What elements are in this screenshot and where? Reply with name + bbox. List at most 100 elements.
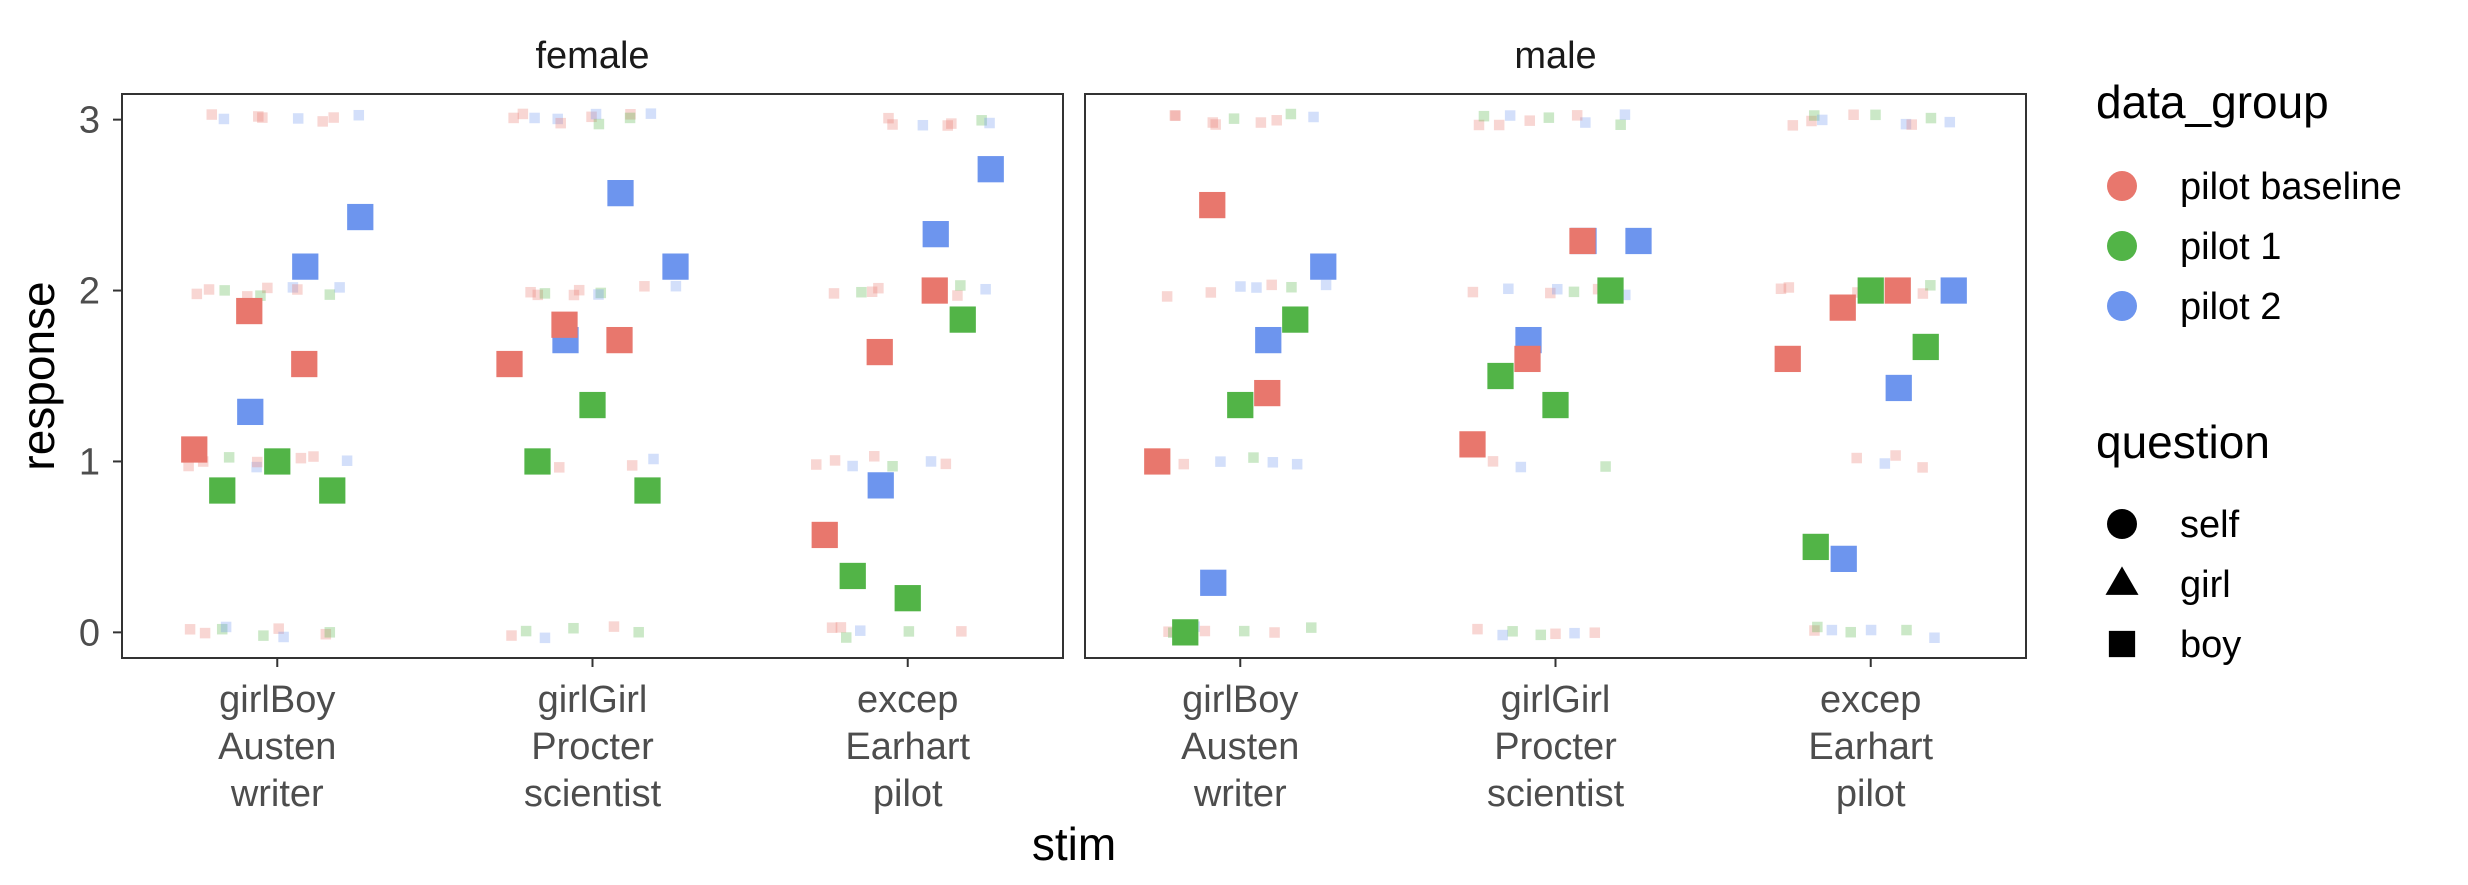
x-tick-label: excep Earhart pilot xyxy=(1808,679,1933,815)
raw-point xyxy=(633,626,644,638)
x-tick-label-line: Earhart xyxy=(1808,726,1933,768)
mean-point-pilot-2-boy xyxy=(1940,277,1967,304)
legend-label-self: self xyxy=(2180,504,2240,546)
raw-point xyxy=(1487,456,1499,467)
raw-point xyxy=(1787,120,1799,131)
raw-point xyxy=(1228,113,1240,124)
raw-point xyxy=(940,458,952,470)
panel-female: female xyxy=(121,35,1064,659)
raw-point xyxy=(980,283,991,295)
raw-point xyxy=(216,623,228,635)
raw-point xyxy=(191,288,203,300)
raw-point xyxy=(219,285,230,296)
raw-point xyxy=(1308,111,1319,123)
raw-point xyxy=(608,621,620,632)
raw-point xyxy=(593,118,605,130)
legend-label-boy: boy xyxy=(2180,624,2241,666)
raw-point xyxy=(645,108,657,119)
x-axis-title: stim xyxy=(1032,818,1116,870)
y-tick-label: 2 xyxy=(79,271,100,313)
raw-point xyxy=(883,112,894,124)
raw-point xyxy=(529,112,540,124)
raw-point xyxy=(887,460,898,472)
mean-point-pilot-baseline-girl xyxy=(1514,345,1541,373)
x-tick-label-line: girlBoy xyxy=(1182,679,1298,721)
x-tick-label-line: Procter xyxy=(531,726,654,768)
raw-point xyxy=(1291,458,1303,470)
mean-point-pilot-baseline-self xyxy=(1459,431,1486,458)
raw-point xyxy=(1809,625,1820,636)
raw-point xyxy=(942,120,953,131)
legend-swatch-pilot-baseline xyxy=(2107,171,2137,201)
raw-point xyxy=(295,452,307,464)
raw-point xyxy=(1504,110,1516,121)
mean-point-pilot-baseline-self xyxy=(181,436,208,463)
mean-point-pilot-1-girl xyxy=(1857,277,1884,304)
mean-point-pilot-1-boy xyxy=(1912,333,1939,361)
raw-point xyxy=(1571,110,1583,121)
x-tick-label: excep Earhart pilot xyxy=(845,679,970,815)
raw-point xyxy=(253,111,264,122)
raw-point xyxy=(828,288,840,299)
x-tick-label-line: pilot xyxy=(873,773,943,815)
raw-point xyxy=(1901,624,1912,636)
legend-label-pilot-2: pilot 2 xyxy=(2180,286,2281,328)
raw-point xyxy=(552,113,563,125)
raw-point xyxy=(1917,288,1929,299)
raw-point xyxy=(1210,119,1221,130)
raw-point xyxy=(183,460,194,472)
raw-point xyxy=(1925,112,1937,124)
raw-point xyxy=(1497,629,1508,641)
raw-point xyxy=(532,289,544,301)
raw-point xyxy=(539,632,551,644)
raw-point xyxy=(1178,458,1190,470)
mean-point-pilot-baseline-girl xyxy=(1199,191,1226,219)
y-tick-label: 3 xyxy=(79,100,100,142)
x-tick-label-line: Austen xyxy=(218,726,336,768)
x-tick-label: girlGirl Procter scientist xyxy=(1487,679,1625,815)
mean-point-pilot-2-self xyxy=(1200,569,1227,596)
raw-point xyxy=(287,282,299,293)
raw-point xyxy=(1775,283,1787,295)
mean-point-pilot-1-self xyxy=(1487,362,1514,390)
raw-point xyxy=(1783,282,1795,293)
raw-point xyxy=(1503,283,1514,295)
mean-point-pilot-1-boy xyxy=(634,477,661,504)
raw-point xyxy=(1812,621,1823,633)
raw-point xyxy=(811,459,822,470)
raw-point xyxy=(1806,115,1817,127)
raw-point xyxy=(829,455,841,466)
raw-point xyxy=(1944,116,1956,128)
mean-point-pilot-1-girl xyxy=(1542,391,1569,419)
raw-point xyxy=(1816,114,1828,126)
mean-point-pilot-2-girl xyxy=(1885,374,1912,402)
raw-point xyxy=(218,113,230,125)
mean-point-pilot-1-boy xyxy=(1282,306,1309,333)
raw-point xyxy=(1580,117,1591,128)
raw-point xyxy=(258,630,269,641)
raw-point xyxy=(1238,625,1250,637)
mean-point-pilot-2-self xyxy=(237,398,264,426)
raw-point xyxy=(324,289,336,300)
y-axis-title: response xyxy=(12,281,64,470)
raw-point xyxy=(324,627,336,638)
raw-point xyxy=(273,623,284,634)
raw-point xyxy=(1467,286,1479,298)
mean-point-pilot-baseline-boy xyxy=(1884,277,1911,304)
raw-point xyxy=(1929,632,1940,643)
legend-title-question: question xyxy=(2096,416,2270,468)
raw-point xyxy=(1600,461,1611,472)
axes: girlBoy Austen writer girlGirl Procter scient… xyxy=(12,100,1933,870)
raw-point xyxy=(353,109,365,121)
raw-point xyxy=(903,626,915,637)
raw-point xyxy=(555,117,566,129)
raw-point xyxy=(1478,110,1490,122)
mean-point-pilot-baseline-boy xyxy=(606,326,633,354)
raw-point xyxy=(1269,627,1280,638)
facet-label-female: female xyxy=(535,35,649,77)
raw-point xyxy=(595,287,607,299)
mean-point-pilot-2-boy xyxy=(977,156,1004,183)
raw-point xyxy=(1619,109,1631,120)
raw-point xyxy=(887,119,898,130)
